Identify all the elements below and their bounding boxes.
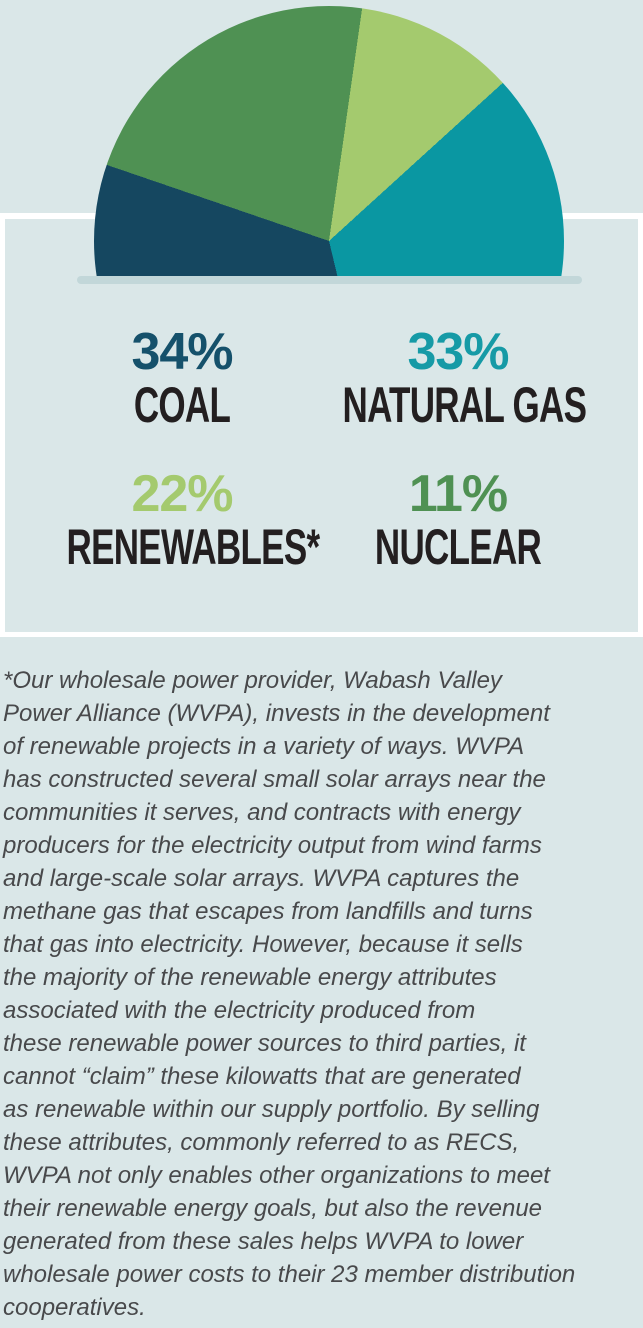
footnote-wrapper: *Our wholesale power provider, Wabash Va… [0, 637, 643, 1328]
pie-clip [0, 0, 643, 278]
stat-natural-gas-label: NATURAL GAS [342, 377, 587, 433]
stat-renewables-percent: 22% [131, 465, 233, 523]
stat-nuclear: 11% NUCLEAR [293, 468, 623, 572]
stat-natural-gas-percent: 33% [407, 323, 509, 381]
stat-nuclear-label: NUCLEAR [374, 519, 542, 575]
stats-card [5, 219, 638, 632]
stat-coal: 34% COAL [17, 326, 347, 430]
footnote-section [0, 637, 643, 1328]
stat-natural-gas: 33% NATURAL GAS [293, 326, 623, 430]
stat-coal-percent: 34% [131, 323, 233, 381]
pie-base-bar [77, 276, 582, 284]
stat-coal-label: COAL [133, 377, 231, 433]
pie-chart [94, 6, 564, 278]
stat-renewables-label: RENEWABLES* [66, 519, 321, 575]
stat-nuclear-percent: 11% [408, 465, 508, 523]
footnote-text: *Our wholesale power provider, Wabash Va… [3, 667, 576, 1321]
stat-renewables: 22% RENEWABLES* [17, 468, 347, 572]
